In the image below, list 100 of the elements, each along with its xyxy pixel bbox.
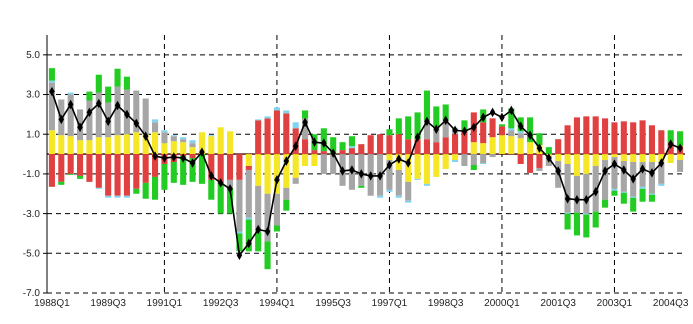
bar [611,190,618,196]
bar [218,127,224,154]
bar [114,135,121,154]
bar [405,116,412,140]
bar [264,241,271,270]
bar [105,154,112,196]
y-tick-label: -7.0 [22,288,40,300]
bar [264,154,271,194]
bar [677,160,684,172]
bar [48,154,55,187]
x-tick-label: 1994Q1 [259,298,296,310]
y-tick-label: 3.0 [26,90,40,101]
bar [592,154,599,166]
bar [340,150,346,154]
bar [274,194,280,226]
bar [433,154,440,177]
bar [386,129,392,136]
x-tick-label: 1997Q1 [372,298,408,310]
bar [405,182,412,201]
bar [564,154,571,164]
bar [442,137,449,154]
bar [190,147,196,154]
bar [320,154,327,174]
bar [424,139,430,154]
bar [620,121,627,154]
bar [592,116,599,154]
bar [648,125,655,154]
bar [227,131,234,154]
bar [340,142,346,150]
bar [490,137,496,154]
bar [648,194,655,202]
bar [320,151,327,154]
bar [611,154,618,158]
bar [86,140,92,154]
bar [555,139,562,154]
y-tick-label: -1.0 [22,169,40,180]
bar [518,133,524,138]
bar [255,154,262,186]
bar [480,154,486,164]
bar [48,130,55,154]
bar [161,132,168,144]
bar [640,120,646,154]
bar [292,122,299,128]
bar [536,154,542,168]
bar [142,182,149,199]
bar [433,142,440,154]
bar [105,137,112,154]
bar [648,154,655,162]
bar [274,107,280,110]
bar [368,135,374,154]
x-tick-label: 2004Q3 [652,298,689,310]
bar [583,154,590,174]
x-tick-label: 1992Q3 [202,298,239,310]
y-tick-label: -5.0 [22,248,40,260]
x-tick-label: 1991Q1 [146,298,183,310]
bar [396,118,402,134]
bar [658,130,664,154]
bar [452,154,458,160]
bar [133,132,140,154]
bar [170,136,177,142]
x-tick-label: 2003Q1 [596,298,633,310]
bar [133,188,140,194]
bar [508,130,514,136]
bar [236,154,242,180]
bar [96,154,102,188]
bar [190,143,196,148]
bar [161,143,168,154]
bar [640,188,646,202]
bar [583,214,590,238]
bar [77,176,84,179]
bar [470,154,477,165]
bar [124,154,130,196]
bar [246,170,252,218]
bar [161,164,168,190]
bar [246,154,252,166]
bar [68,154,74,174]
bar [377,134,384,154]
bar [424,154,430,184]
y-tick-label: 1.0 [26,129,40,140]
x-tick-label: 2001Q3 [540,298,576,310]
bar [583,116,590,154]
bar [574,154,580,176]
bar [348,148,355,154]
bar [508,136,514,154]
bar [470,164,477,170]
y-tick-label: -3.0 [22,208,40,220]
bar [630,154,636,162]
bar [498,126,505,136]
x-tick-label: 1995Q3 [315,298,352,310]
bar [536,168,542,171]
bar [555,154,562,162]
bar [630,198,636,212]
x-tick-label: 1988Q1 [34,298,70,310]
bar [133,154,140,189]
bar [180,139,186,142]
bar [574,212,580,236]
bar [236,180,242,232]
bar [274,110,280,154]
bar [190,140,196,144]
bar [264,118,271,154]
